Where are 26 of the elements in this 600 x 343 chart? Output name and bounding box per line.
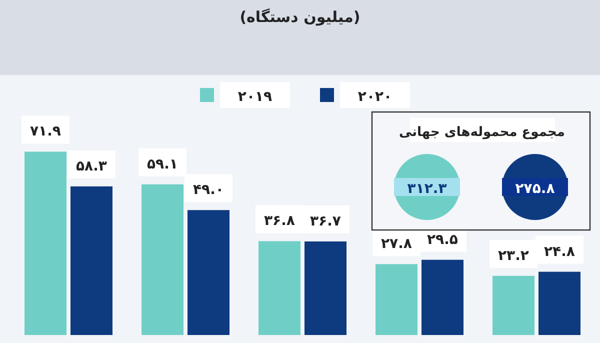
bar bbox=[258, 241, 300, 335]
legend-label: ۲۰۱۹ bbox=[238, 89, 273, 105]
bar bbox=[376, 264, 418, 335]
data-label: ۵۹.۱ bbox=[147, 156, 178, 172]
chart-title: (میلیون دستگاه) bbox=[240, 8, 360, 26]
bar bbox=[70, 186, 112, 335]
text: مجموع محموله‌های جهانی bbox=[399, 125, 565, 140]
data-label: ۵۸.۳ bbox=[76, 158, 108, 174]
data-label: ۷۱.۹ bbox=[30, 124, 62, 140]
data-label: ۳۶.۷ bbox=[310, 213, 342, 230]
bar bbox=[492, 276, 534, 335]
bar bbox=[304, 241, 346, 335]
legend-label: ۲۰۲۰ bbox=[358, 89, 392, 105]
data-label: ۲۹.۵ bbox=[427, 232, 458, 248]
bar bbox=[188, 210, 230, 335]
annotation: ۳۱۲.۳ bbox=[407, 181, 448, 197]
data-label: ۳۶.۸ bbox=[264, 213, 296, 230]
data-label: ۲۳.۲ bbox=[498, 248, 530, 264]
data-label: ۲۷.۸ bbox=[381, 236, 412, 252]
annotation: ۲۷۵.۸ bbox=[515, 181, 556, 197]
data-label: ۲۴.۸ bbox=[544, 244, 576, 260]
bar bbox=[538, 272, 580, 335]
bar bbox=[422, 260, 464, 335]
bar bbox=[142, 184, 184, 335]
data-label: ۴۹.۰ bbox=[193, 182, 224, 198]
bar bbox=[24, 152, 66, 335]
